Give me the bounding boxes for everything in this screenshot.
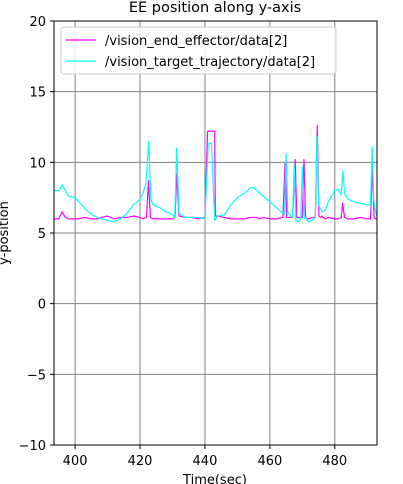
legend-box	[60, 26, 337, 75]
y-tick-label: −10	[19, 439, 46, 454]
series-layer	[54, 124, 377, 223]
legend-label-vision-end-effector: /vision_end_effector/data[2]	[105, 34, 287, 49]
plot-area	[53, 20, 378, 446]
series-line-vision-target-trajectory	[54, 136, 377, 223]
x-tick-label: 460	[257, 454, 282, 469]
x-tick-label: 440	[193, 454, 218, 469]
chart-title: EE position along y-axis	[129, 0, 301, 16]
legend-label-vision-target-trajectory: /vision_target_trajectory/data[2]	[105, 55, 315, 70]
y-tick-label: −5	[27, 368, 46, 383]
x-axis-label: Time(sec)	[182, 473, 247, 484]
x-tick-label: 480	[322, 454, 347, 469]
y-tick-label: 10	[29, 156, 46, 171]
x-tick-label: 400	[63, 454, 88, 469]
grid	[54, 21, 377, 445]
series-line-vision-end-effector	[54, 124, 377, 220]
y-tick-label: 0	[38, 298, 46, 313]
x-tick-label: 420	[128, 454, 153, 469]
y-tick-label: 5	[38, 227, 46, 242]
x-axis: 400 420 440 460 480	[63, 445, 347, 469]
y-axis: −10 −5 0 5 10 15 20	[19, 15, 54, 454]
y-axis-label: y-position	[0, 201, 12, 265]
legend: /vision_end_effector/data[2] /vision_tar…	[60, 26, 337, 75]
y-tick-label: 20	[29, 15, 46, 30]
y-tick-label: 15	[29, 86, 46, 101]
